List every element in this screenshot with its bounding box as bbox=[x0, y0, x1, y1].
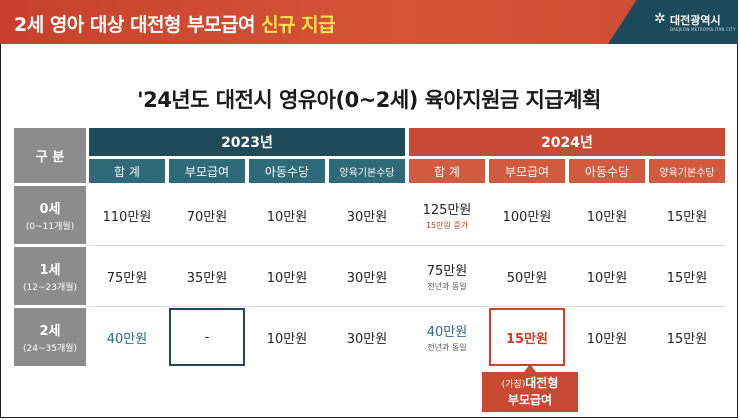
city-logo: ✲ 대전광역시 DAEJEON METROPOLITAN CITY bbox=[608, 0, 738, 44]
subheader-2024-child-allowance: 아동수당 bbox=[569, 159, 645, 183]
row-header-age-2: 2세 (24~35개월) bbox=[14, 308, 86, 366]
callout-daejeon-parent-pay: (가칭)대전형 부모급여 bbox=[482, 372, 578, 412]
cell-0-2024-care-allowance: 15만원 bbox=[649, 186, 725, 244]
cell-0-2023-child-allowance: 10만원 bbox=[249, 186, 325, 244]
subheader-2024-care-allowance: 양육기본수당 bbox=[649, 159, 725, 183]
cell-2-2023-care-allowance: 30만원 bbox=[329, 308, 405, 366]
cell-1-2024-parent-pay: 50만원 bbox=[489, 247, 565, 305]
cell-0-2024-parent-pay: 100만원 bbox=[489, 186, 565, 244]
year-header-2024: 2024년 bbox=[409, 128, 725, 156]
cell-1-2024-child-allowance: 10만원 bbox=[569, 247, 645, 305]
cell-0-2024-total: 125만원 15만원 증가 bbox=[409, 186, 485, 244]
subheader-2024-parent-pay: 부모급여 bbox=[489, 159, 565, 183]
row-divider bbox=[89, 306, 725, 307]
cell-1-2024-total: 75만원 전년과 동일 bbox=[409, 247, 485, 305]
subheader-2023-child-allowance: 아동수당 bbox=[249, 159, 325, 183]
city-emblem-icon: ✲ bbox=[654, 11, 666, 27]
header-banner: 2세 영아 대상 대전형 부모급여 신규 지급 ✲ 대전광역시 DAEJEON … bbox=[0, 0, 738, 44]
cell-1-2023-care-allowance: 30만원 bbox=[329, 247, 405, 305]
cell-2-2024-care-allowance: 15만원 bbox=[649, 308, 725, 366]
cell-1-2023-total: 75만원 bbox=[89, 247, 165, 305]
row-header-age-1: 1세 (12~23개월) bbox=[14, 247, 86, 305]
row-header-label: 구 분 bbox=[14, 128, 86, 183]
year-header-2023: 2023년 bbox=[89, 128, 405, 156]
cell-2-2024-child-allowance: 10만원 bbox=[569, 308, 645, 366]
page-title: '24년도 대전시 영유아(0~2세) 육아지원금 지급계획 bbox=[137, 88, 601, 112]
subheader-2023-care-allowance: 양육기본수당 bbox=[329, 159, 405, 183]
cell-1-2023-parent-pay: 35만원 bbox=[169, 247, 245, 305]
city-logo-subtitle: DAEJEON METROPOLITAN CITY bbox=[670, 27, 736, 32]
cell-2-2024-parent-pay: 15만원 bbox=[489, 308, 565, 366]
cell-2-2023-child-allowance: 10만원 bbox=[249, 308, 325, 366]
cell-1-2023-child-allowance: 10만원 bbox=[249, 247, 325, 305]
row-header-age-0: 0세 (0~11개월) bbox=[14, 186, 86, 244]
row-divider bbox=[89, 245, 725, 246]
cell-2-2024-total: 40만원 전년과 동일 bbox=[409, 308, 485, 366]
city-logo-name: 대전광역시 bbox=[670, 14, 721, 27]
subheader-2023-parent-pay: 부모급여 bbox=[169, 159, 245, 183]
cell-2-2023-parent-pay: - bbox=[169, 308, 245, 366]
cell-2-2023-total: 40만원 bbox=[89, 308, 165, 366]
cell-0-2023-parent-pay: 70만원 bbox=[169, 186, 245, 244]
subheader-2024-total: 합 계 bbox=[409, 159, 485, 183]
banner-title: 2세 영아 대상 대전형 부모급여 신규 지급 bbox=[14, 14, 336, 36]
cell-0-2024-child-allowance: 10만원 bbox=[569, 186, 645, 244]
cell-1-2024-care-allowance: 15만원 bbox=[649, 247, 725, 305]
subheader-2023-total: 합 계 bbox=[89, 159, 165, 183]
callout-pointer bbox=[524, 364, 536, 372]
cell-0-2023-care-allowance: 30만원 bbox=[329, 186, 405, 244]
cell-0-2023-total: 110만원 bbox=[89, 186, 165, 244]
